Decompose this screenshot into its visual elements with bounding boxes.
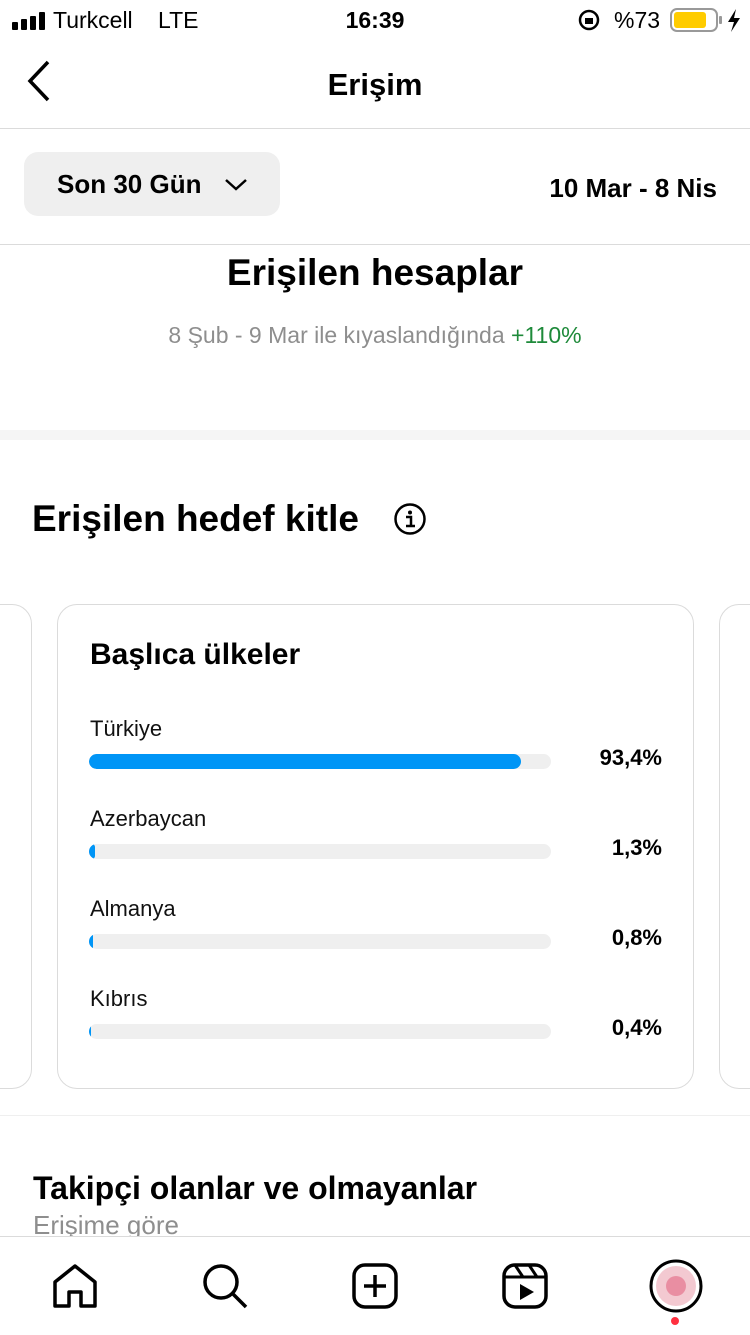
- comparison-text: 8 Şub - 9 Mar ile kıyaslandığında: [168, 322, 505, 348]
- card-title: Başlıca ülkeler: [90, 638, 301, 671]
- next-card[interactable]: [719, 604, 750, 1089]
- battery-text: %73: [614, 7, 661, 33]
- create-tab[interactable]: [351, 1262, 399, 1310]
- reels-tab[interactable]: [501, 1262, 549, 1310]
- lock-icon: [578, 9, 600, 31]
- summary-title: Erişilen hesaplar: [226, 252, 524, 293]
- value-label: 0,4%: [611, 1015, 662, 1040]
- bar-track: [89, 754, 551, 769]
- prev-card[interactable]: [0, 604, 32, 1089]
- header-title: Erişim: [327, 67, 423, 102]
- bar-track: [89, 934, 551, 949]
- value-label: 0,8%: [611, 925, 662, 950]
- bar: [89, 934, 93, 949]
- home-tab[interactable]: [51, 1262, 99, 1310]
- country-label: Azerbaycan: [90, 806, 207, 831]
- chevron-down: [225, 179, 247, 191]
- time: 16:39: [345, 7, 405, 33]
- divider: [0, 1115, 750, 1116]
- bar-track: [89, 844, 551, 859]
- divider: [0, 244, 750, 245]
- date-range: 10 Mar - 8 Nis: [549, 173, 717, 203]
- country-label: Kıbrıs: [90, 986, 148, 1011]
- country-label: Türkiye: [90, 716, 163, 741]
- followers-title: Takipçi olanlar ve olmayanlar: [33, 1170, 478, 1206]
- comparison-line: 8 Şub - 9 Mar ile kıyaslandığında +110%: [0, 322, 750, 349]
- bar: [89, 844, 95, 859]
- section-separator: [0, 430, 750, 440]
- info-icon[interactable]: [393, 502, 427, 536]
- tab-bar: [0, 1236, 750, 1335]
- signal-icon: [12, 12, 45, 30]
- period-dropdown[interactable]: Son 30 Gün: [24, 152, 280, 216]
- back-button[interactable]: [26, 60, 56, 104]
- network: LTE: [158, 7, 199, 33]
- bar: [89, 1024, 91, 1039]
- carrier: Turkcell: [53, 7, 133, 33]
- value-label: 93,4%: [599, 745, 662, 770]
- change-value: +110%: [511, 322, 582, 348]
- audience-title: Erişilen hedef kitle: [32, 498, 359, 539]
- value-label: 1,3%: [611, 835, 662, 860]
- country-label: Almanya: [90, 896, 176, 921]
- followers-subtitle: Erişime göre: [33, 1210, 179, 1240]
- bar: [89, 754, 521, 769]
- countries-card: Başlıca ülkeler Türkiye 93,4% Azerbaycan 1,…: [57, 604, 694, 1089]
- profile-tab[interactable]: [649, 1259, 703, 1313]
- search-tab[interactable]: [201, 1262, 249, 1310]
- divider: [0, 128, 750, 129]
- notification-dot: [671, 1317, 679, 1325]
- period-label: Son 30 Gün: [57, 169, 202, 199]
- battery-icon: [670, 8, 740, 32]
- bar-track: [89, 1024, 551, 1039]
